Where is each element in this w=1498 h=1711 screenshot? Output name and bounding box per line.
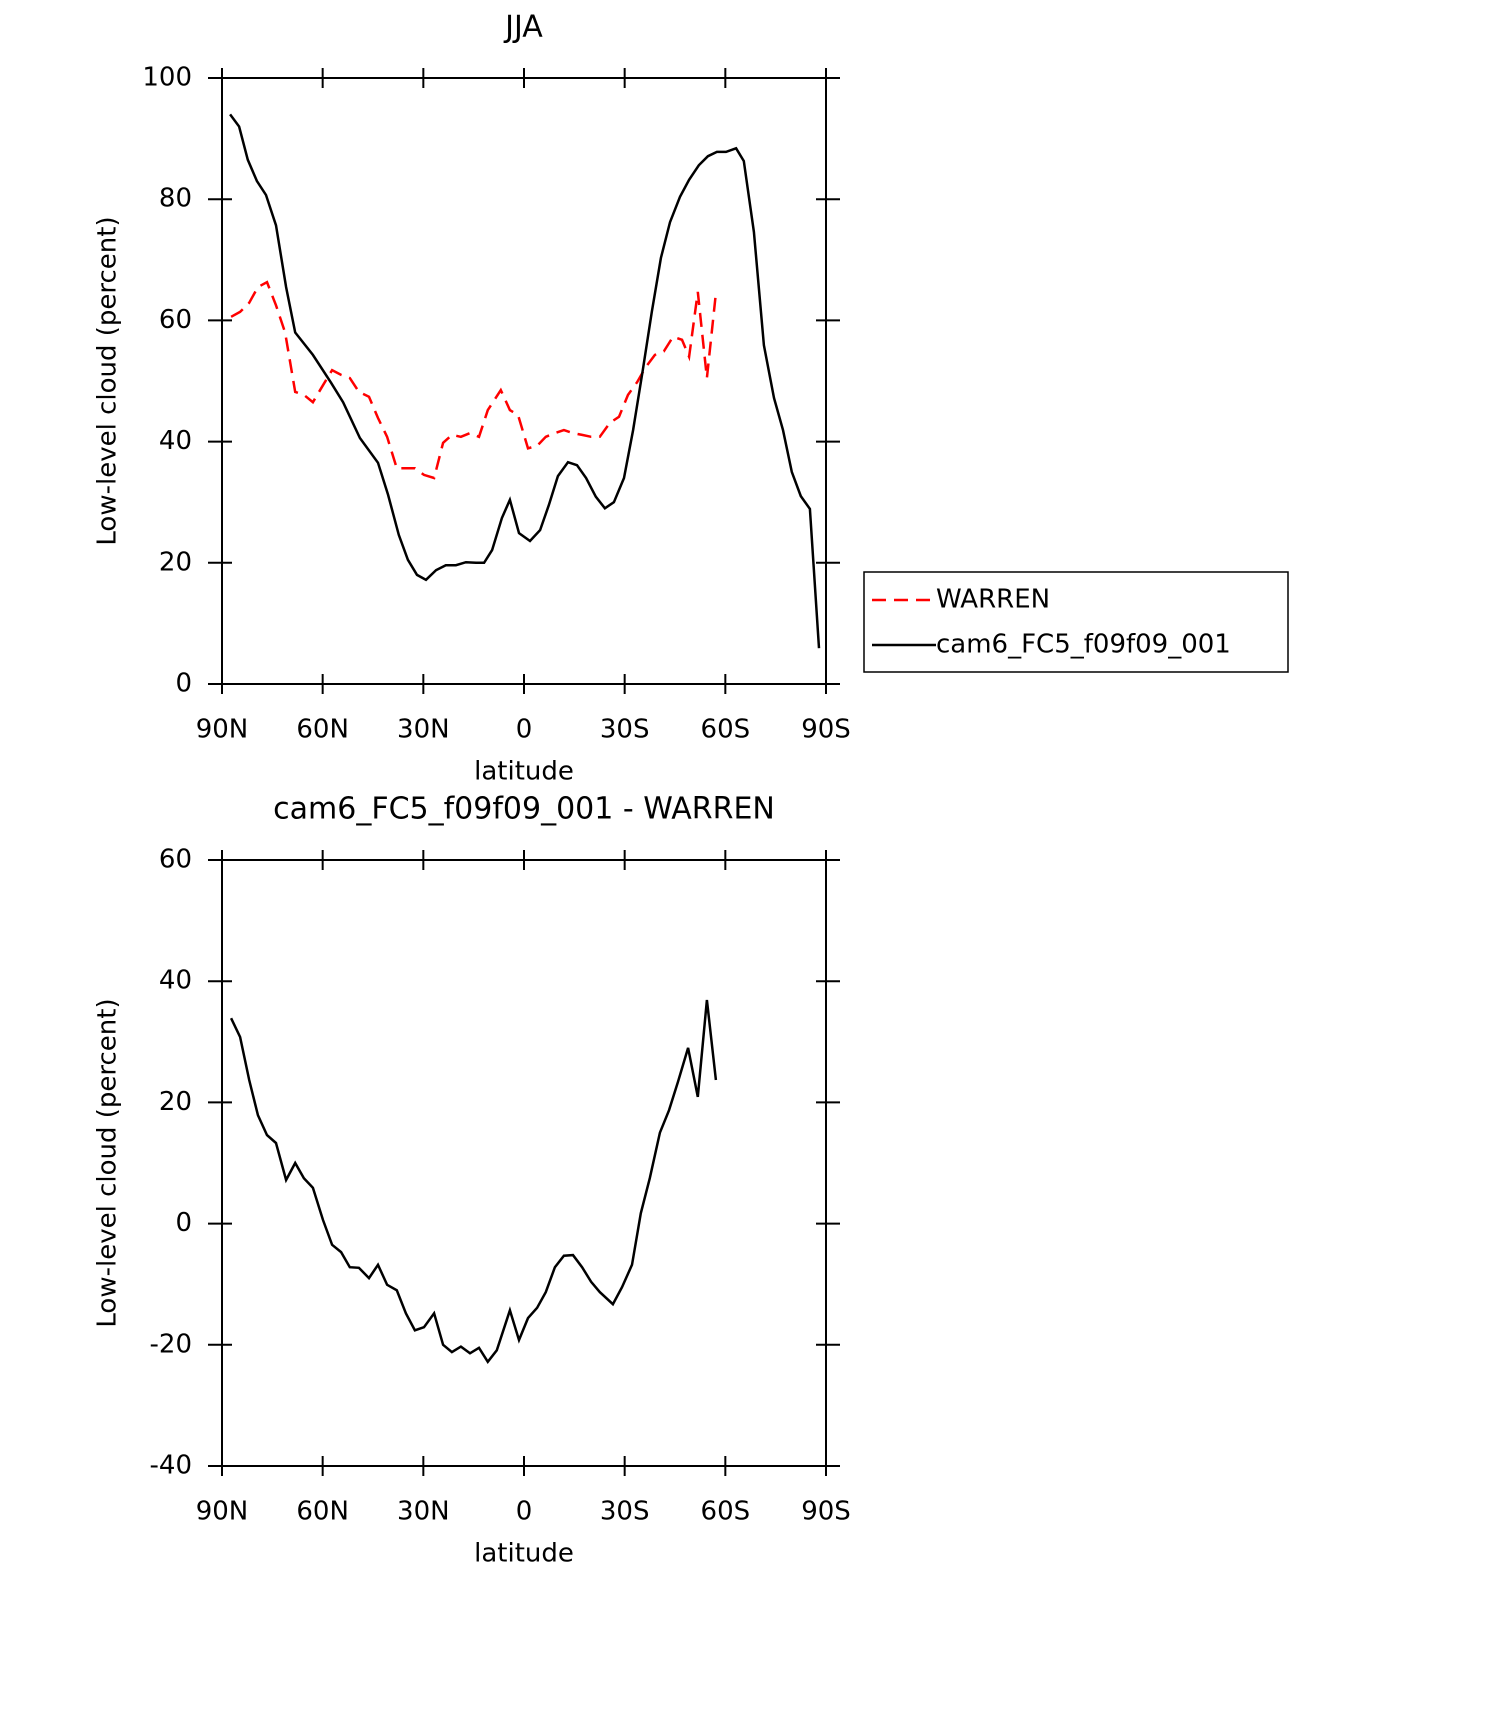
x-tick-label: 30S bbox=[600, 1497, 650, 1527]
chart-title: JJA bbox=[503, 10, 543, 45]
x-tick-label: 60S bbox=[701, 1497, 751, 1527]
chart-title: cam6_FC5_f09f09_001 - WARREN bbox=[273, 792, 775, 827]
x-tick-label: 60S bbox=[701, 715, 751, 745]
legend-label: WARREN bbox=[936, 585, 1050, 615]
x-tick-label: 30N bbox=[397, 715, 450, 745]
y-tick-label: 0 bbox=[175, 669, 192, 699]
y-tick-label: 40 bbox=[159, 966, 192, 996]
y-tick-label: 100 bbox=[142, 63, 192, 93]
y-tick-label: 60 bbox=[159, 845, 192, 875]
y-tick-label: -40 bbox=[150, 1451, 192, 1481]
y-tick-label: 20 bbox=[159, 547, 192, 577]
x-tick-label: 30N bbox=[397, 1497, 450, 1527]
x-tick-label: 90S bbox=[801, 715, 851, 745]
x-axis-label: latitude bbox=[474, 1539, 574, 1569]
y-tick-label: 20 bbox=[159, 1087, 192, 1117]
plot-frame bbox=[221, 77, 827, 685]
plot-frame bbox=[221, 859, 827, 1467]
x-axis-label: latitude bbox=[474, 757, 574, 787]
y-tick-label: 40 bbox=[159, 426, 192, 456]
x-tick-label: 0 bbox=[516, 1497, 533, 1527]
x-tick-label: 30S bbox=[600, 715, 650, 745]
y-tick-label: -20 bbox=[150, 1329, 192, 1359]
x-tick-label: 0 bbox=[516, 715, 533, 745]
line-series bbox=[229, 113, 821, 649]
line-series bbox=[229, 999, 718, 1364]
y-axis-label: Low-level cloud (percent) bbox=[93, 998, 123, 1327]
y-axis-label: Low-level cloud (percent) bbox=[93, 216, 123, 545]
legend-label: cam6_FC5_f09f09_001 bbox=[936, 630, 1231, 660]
x-tick-label: 90S bbox=[801, 1497, 851, 1527]
y-tick-label: 80 bbox=[159, 184, 192, 214]
x-tick-label: 60N bbox=[296, 715, 349, 745]
legend-box bbox=[863, 571, 1289, 673]
line-series bbox=[230, 280, 718, 480]
x-tick-label: 90N bbox=[196, 715, 249, 745]
x-tick-label: 90N bbox=[196, 1497, 249, 1527]
x-tick-label: 60N bbox=[296, 1497, 349, 1527]
y-tick-label: 60 bbox=[159, 305, 192, 335]
y-tick-label: 0 bbox=[175, 1208, 192, 1238]
